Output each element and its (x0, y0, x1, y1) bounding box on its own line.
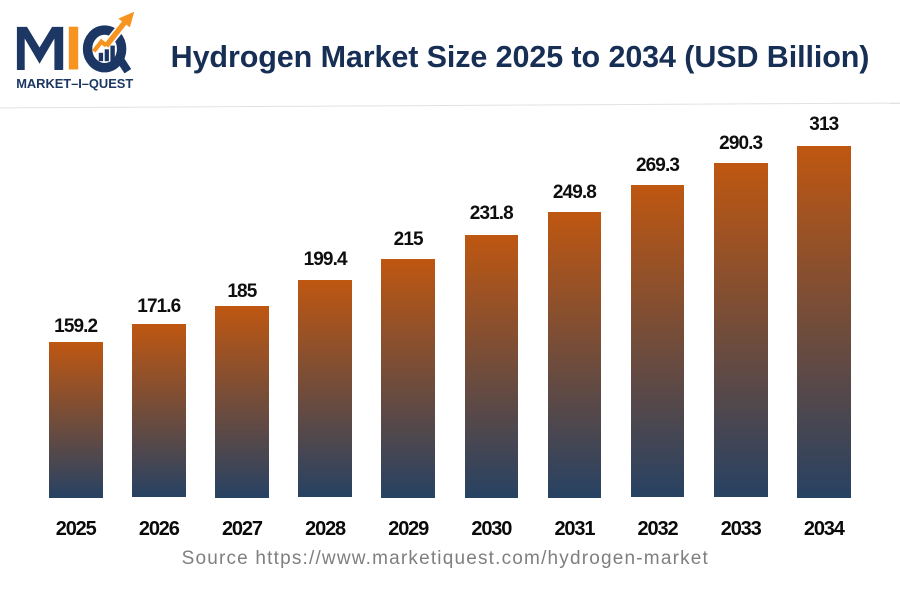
svg-text:MARKET–I–QUEST: MARKET–I–QUEST (16, 76, 133, 91)
